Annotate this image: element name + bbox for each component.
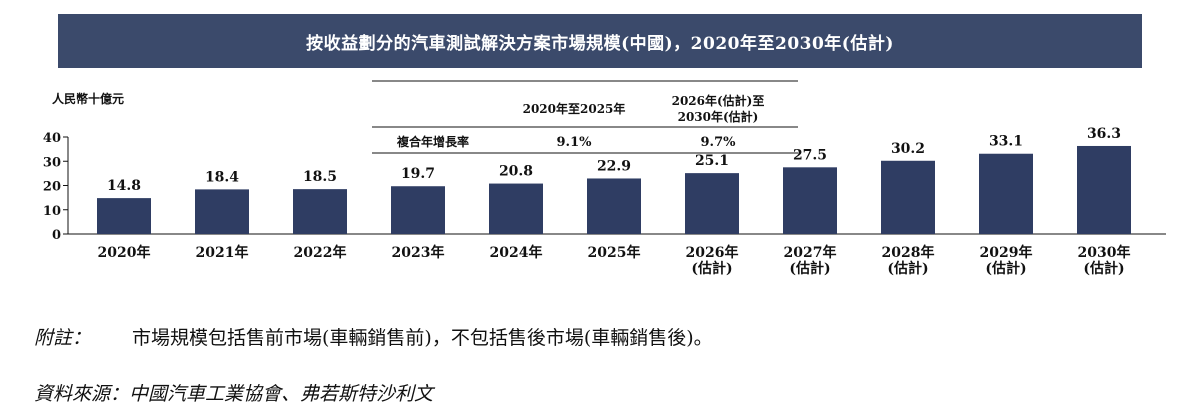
bar-value-label: 27.5	[793, 147, 827, 163]
x-tick-label: 2030年	[1078, 244, 1131, 261]
chart-title: 按收益劃分的汽車測試解決方案市場規模(中國)，2020年至2030年(估計)	[306, 33, 894, 54]
bar	[685, 173, 739, 234]
bar-value-label: 33.1	[989, 134, 1023, 150]
note-text: 市場規模包括售前市場(車輛銷售前)，不包括售後市場(車輛銷售後)。	[132, 327, 713, 349]
bar	[979, 153, 1033, 234]
bar	[587, 178, 641, 234]
y-tick-label: 0	[52, 228, 61, 243]
x-tick-label: 2022年	[294, 244, 347, 261]
x-tick-label: (估計)	[789, 260, 830, 277]
cagr-table-header: 2020年至2025年	[523, 101, 626, 116]
x-tick-label: 2020年	[98, 244, 151, 261]
bar-value-label: 19.7	[401, 166, 435, 182]
x-tick-label: (估計)	[1083, 260, 1124, 277]
bar-value-label: 25.1	[695, 153, 729, 169]
cagr-table-header: 2030年(估計)	[678, 109, 759, 124]
bar-value-label: 20.8	[499, 164, 533, 180]
bar-value-label: 18.5	[303, 169, 337, 185]
bar	[489, 183, 543, 234]
bar-value-label: 36.3	[1087, 126, 1121, 142]
bar	[881, 160, 935, 234]
bar-value-label: 22.9	[597, 158, 631, 174]
bar	[293, 189, 347, 234]
x-tick-label: 2024年	[490, 244, 543, 261]
note-label: 附註：	[34, 327, 92, 349]
bar-value-label: 14.8	[107, 178, 141, 194]
x-tick-label: 2026年	[686, 244, 739, 261]
y-tick-label: 40	[43, 131, 61, 146]
bar	[1077, 145, 1131, 234]
chart-title-bar: 按收益劃分的汽車測試解決方案市場規模(中國)，2020年至2030年(估計)	[58, 14, 1142, 68]
x-tick-label: (估計)	[985, 260, 1026, 277]
x-tick-label: (估計)	[887, 260, 928, 277]
cagr-value: 9.1%	[557, 135, 593, 150]
y-tick-label: 10	[43, 204, 61, 219]
bar	[97, 198, 151, 234]
bar-value-label: 30.2	[891, 141, 925, 157]
source-line: 資料來源：中國汽車工業協會、弗若斯特沙利文	[34, 383, 434, 405]
x-tick-label: 2023年	[392, 244, 445, 261]
bar-value-label: 18.4	[205, 169, 239, 185]
x-tick-label: 2028年	[882, 244, 935, 261]
cagr-table-header: 2026年(估計)至	[672, 93, 765, 108]
y-tick-label: 30	[43, 155, 61, 170]
x-tick-label: 2027年	[784, 244, 837, 261]
x-tick-label: 2021年	[196, 244, 249, 261]
cagr-value: 9.7%	[701, 135, 737, 150]
x-tick-label: (估計)	[691, 260, 732, 277]
y-axis-label: 人民幣十億元	[52, 91, 124, 106]
y-tick-label: 20	[43, 180, 61, 195]
cagr-row-label: 複合年增長率	[396, 134, 469, 149]
bar	[391, 186, 445, 234]
x-tick-label: 2025年	[588, 244, 641, 261]
bar	[783, 167, 837, 234]
x-tick-label: 2029年	[980, 244, 1033, 261]
bar	[195, 189, 249, 234]
